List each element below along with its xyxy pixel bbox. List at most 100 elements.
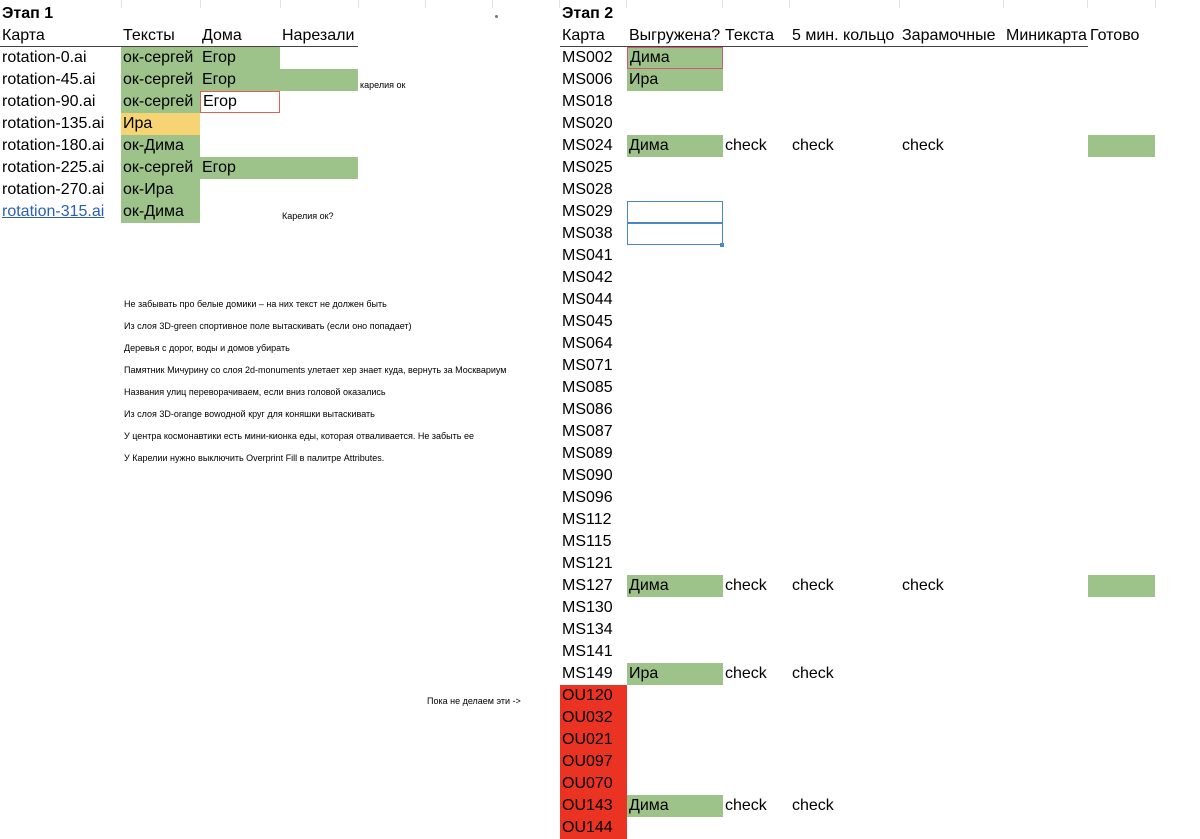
stage2-uploaded-cell[interactable] — [627, 685, 723, 707]
stage2-map-cell[interactable]: MS089 — [562, 445, 613, 462]
stage1-texts-cell[interactable]: ок-Дима — [121, 135, 200, 157]
stage2-uploaded-cell[interactable] — [627, 157, 723, 179]
stage2-map-cell[interactable]: MS071 — [562, 357, 613, 374]
stage2-uploaded-cell[interactable] — [627, 179, 723, 201]
stage2-uploaded-cell[interactable] — [627, 773, 723, 795]
stage2-uploaded-cell[interactable] — [627, 817, 723, 839]
stage2-map-cell[interactable]: MS121 — [562, 555, 613, 572]
stage1-texts-cell[interactable]: ок-сергей — [121, 47, 200, 69]
selection-fill-handle[interactable] — [720, 243, 724, 247]
stage2-map-cell[interactable]: MS127 — [562, 577, 613, 594]
stage1-texts-cell[interactable]: ок-сергей — [121, 157, 200, 179]
stage2-map-cell[interactable]: OU032 — [560, 707, 627, 729]
stage1-cut-cell[interactable] — [280, 69, 358, 91]
stage2-map-cell[interactable]: OU120 — [560, 685, 627, 707]
stage2-texts-cell[interactable]: check — [725, 577, 767, 594]
stage2-uploaded-cell[interactable]: Дима — [627, 575, 723, 597]
stage2-uploaded-cell[interactable] — [627, 641, 723, 663]
stage2-map-cell[interactable]: OU143 — [560, 795, 627, 817]
stage2-map-cell[interactable]: MS130 — [562, 599, 613, 616]
stage2-texts-cell[interactable]: check — [725, 797, 767, 814]
stage2-map-cell[interactable]: OU070 — [560, 773, 627, 795]
stage2-uploaded-cell[interactable] — [627, 465, 723, 487]
stage2-map-cell[interactable]: MS141 — [562, 643, 613, 660]
stage2-uploaded-cell[interactable] — [627, 289, 723, 311]
stage1-map-cell[interactable]: rotation-90.ai — [2, 93, 96, 110]
stage2-ring-cell[interactable]: check — [792, 665, 834, 682]
stage2-texts-cell[interactable]: check — [725, 137, 767, 154]
stage2-map-cell[interactable]: MS042 — [562, 269, 613, 286]
stage1-map-link[interactable]: rotation-315.ai — [2, 203, 105, 220]
stage2-uploaded-cell[interactable] — [627, 245, 723, 267]
stage2-uploaded-cell[interactable]: Ира — [627, 663, 723, 685]
stage2-map-cell[interactable]: OU021 — [560, 729, 627, 751]
stage2-map-cell[interactable]: MS085 — [562, 379, 613, 396]
stage1-map-cell[interactable]: rotation-270.ai — [2, 181, 105, 198]
stage2-uploaded-cell[interactable] — [627, 509, 723, 531]
stage1-texts-cell[interactable]: ок-Дима — [121, 201, 200, 223]
stage2-map-cell[interactable]: MS038 — [562, 225, 613, 242]
stage2-map-cell[interactable]: MS149 — [562, 665, 613, 682]
stage1-texts-cell[interactable]: ок-Ира — [121, 179, 200, 201]
stage1-map-cell[interactable]: rotation-135.ai — [2, 115, 105, 132]
stage2-uploaded-cell[interactable] — [627, 531, 723, 553]
stage2-map-cell[interactable]: MS112 — [562, 511, 612, 528]
stage2-uploaded-cell[interactable] — [627, 619, 723, 641]
stage2-texts-cell[interactable]: check — [725, 665, 767, 682]
stage2-uploaded-cell[interactable]: Дима — [627, 135, 723, 157]
stage2-uploaded-cell[interactable] — [627, 333, 723, 355]
stage2-uploaded-cell[interactable] — [627, 201, 723, 223]
stage2-map-cell[interactable]: MS090 — [562, 467, 613, 484]
stage1-map-cell[interactable]: rotation-225.ai — [2, 159, 105, 176]
stage2-map-cell[interactable]: MS041 — [562, 247, 613, 264]
stage2-frame-cell[interactable]: check — [902, 577, 944, 594]
stage1-texts-cell[interactable]: Ира — [121, 113, 200, 135]
stage2-uploaded-cell[interactable] — [627, 113, 723, 135]
stage2-map-cell[interactable]: MS086 — [562, 401, 613, 418]
stage2-uploaded-cell[interactable]: Дима — [627, 47, 723, 69]
stage2-map-cell[interactable]: MS045 — [562, 313, 613, 330]
stage1-cut-cell[interactable] — [280, 157, 358, 179]
stage2-uploaded-cell[interactable] — [627, 729, 723, 751]
stage1-houses-cell[interactable]: Егор — [200, 47, 280, 69]
stage2-map-cell[interactable]: MS006 — [562, 71, 613, 88]
stage2-map-cell[interactable]: OU097 — [560, 751, 627, 773]
stage2-uploaded-cell[interactable] — [627, 751, 723, 773]
stage2-uploaded-cell[interactable] — [627, 443, 723, 465]
stage2-uploaded-cell[interactable] — [627, 311, 723, 333]
stage2-map-cell[interactable]: MS025 — [562, 159, 613, 176]
stage2-map-cell[interactable]: MS096 — [562, 489, 613, 506]
stage1-map-cell[interactable]: rotation-45.ai — [2, 71, 96, 88]
stage1-map-cell[interactable]: rotation-0.ai — [2, 49, 87, 66]
stage2-map-cell[interactable]: MS018 — [562, 93, 613, 110]
stage2-uploaded-cell[interactable] — [627, 597, 723, 619]
stage2-uploaded-cell[interactable] — [627, 707, 723, 729]
stage2-uploaded-cell[interactable] — [627, 267, 723, 289]
stage1-texts-cell[interactable]: ок-сергей — [121, 69, 200, 91]
stage1-texts-cell[interactable]: ок-сергей — [121, 91, 200, 113]
stage2-done-cell[interactable] — [1088, 135, 1155, 157]
stage2-uploaded-cell[interactable] — [627, 487, 723, 509]
stage2-uploaded-cell[interactable]: Ира — [627, 69, 723, 91]
stage2-map-cell[interactable]: MS028 — [562, 181, 613, 198]
stage2-uploaded-cell[interactable] — [627, 421, 723, 443]
stage2-map-cell[interactable]: MS002 — [562, 49, 613, 66]
stage2-uploaded-cell[interactable] — [627, 355, 723, 377]
stage2-map-cell[interactable]: MS029 — [562, 203, 613, 220]
stage2-uploaded-cell[interactable] — [627, 223, 723, 245]
stage1-map-cell[interactable]: rotation-180.ai — [2, 137, 105, 154]
stage2-frame-cell[interactable]: check — [902, 137, 944, 154]
stage2-ring-cell[interactable]: check — [792, 577, 834, 594]
stage2-map-cell[interactable]: OU144 — [560, 817, 627, 839]
stage2-uploaded-cell[interactable] — [627, 377, 723, 399]
stage2-map-cell[interactable]: MS024 — [562, 137, 613, 154]
stage1-houses-cell[interactable]: Егор — [200, 69, 280, 91]
stage1-houses-cell[interactable]: Егор — [200, 157, 280, 179]
stage2-uploaded-cell[interactable]: Дима — [627, 795, 723, 817]
stage2-map-cell[interactable]: MS020 — [562, 115, 613, 132]
stage2-map-cell[interactable]: MS064 — [562, 335, 613, 352]
stage2-map-cell[interactable]: MS044 — [562, 291, 613, 308]
stage2-uploaded-cell[interactable] — [627, 91, 723, 113]
stage2-map-cell[interactable]: MS087 — [562, 423, 613, 440]
stage1-houses-cell-selected[interactable]: Егор — [200, 91, 280, 113]
